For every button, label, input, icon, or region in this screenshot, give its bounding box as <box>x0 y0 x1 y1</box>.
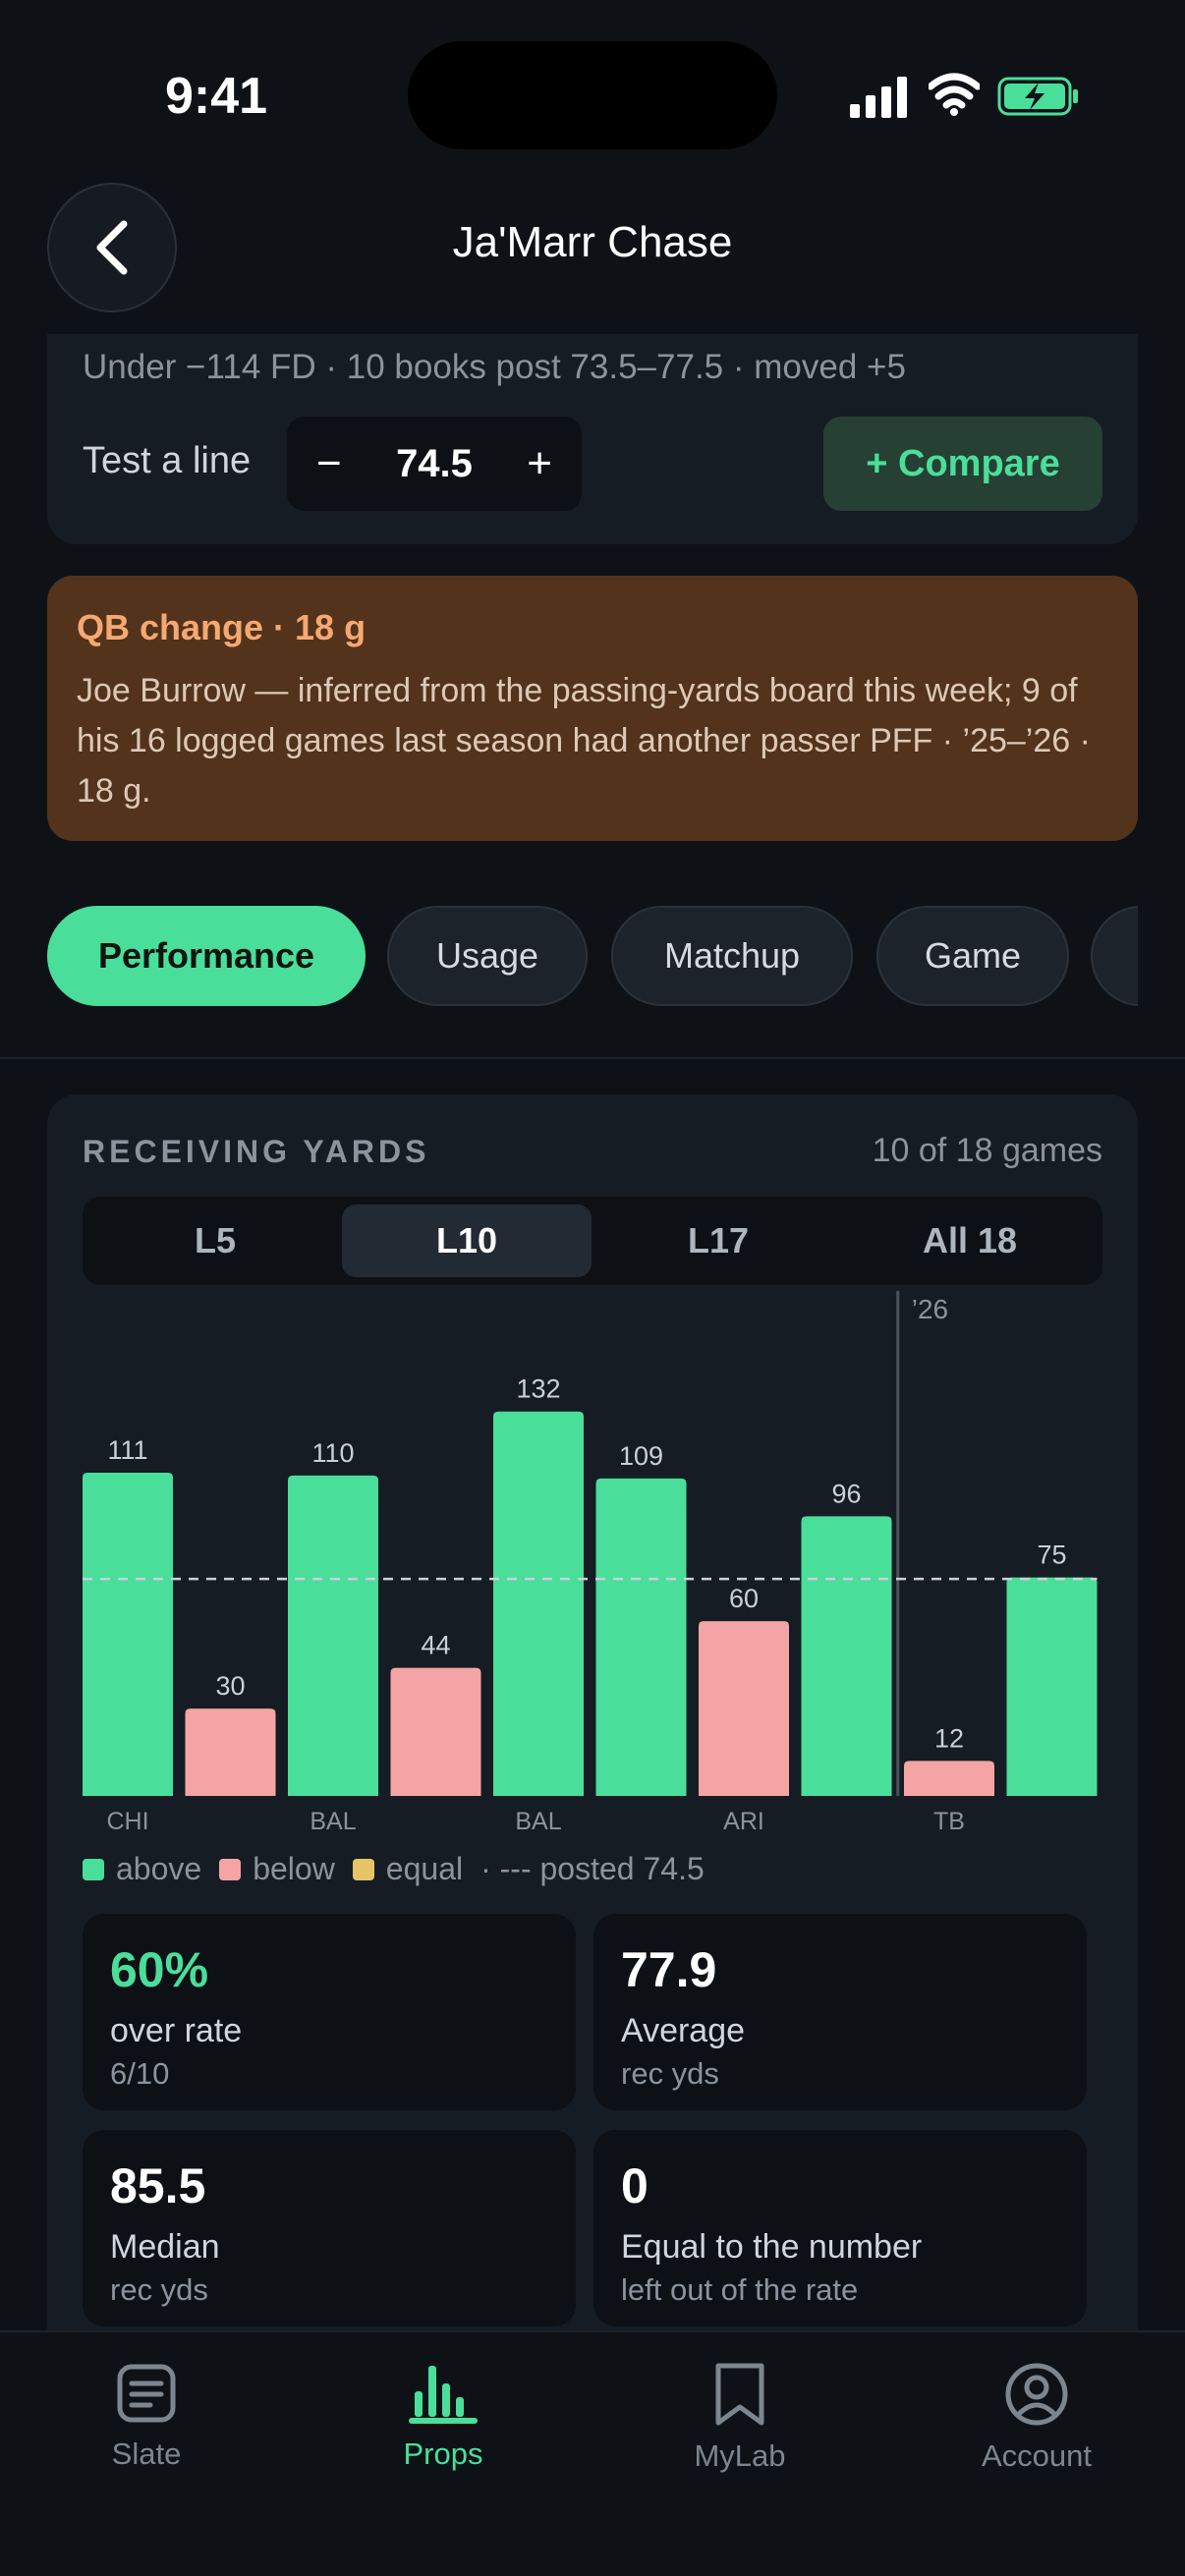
range-all[interactable]: All 18 <box>922 1220 1018 1260</box>
stat-sub: rec yds <box>621 2056 719 2091</box>
chart-bar <box>699 1621 789 1796</box>
x-tick-label: BAL <box>310 1808 356 1835</box>
test-line-label: Test a line <box>83 440 252 481</box>
nav-props[interactable]: Props <box>325 2362 561 2472</box>
stat-sub: 6/10 <box>110 2056 170 2091</box>
qb-change-alert: QB change · 18 g Joe Burrow — inferred f… <box>47 576 1138 841</box>
nav-label: Slate <box>111 2436 182 2471</box>
legend-below-swatch <box>219 1858 242 1880</box>
x-tick-label: TB <box>933 1808 965 1835</box>
user-circle-icon <box>1005 2363 1068 2426</box>
chart-bar <box>288 1475 378 1796</box>
legend-equal-swatch <box>352 1858 374 1880</box>
chart-bar <box>493 1411 584 1796</box>
stat-value: 60% <box>110 1942 209 1997</box>
stat-average: 77.9 Average rec yds <box>593 1914 1087 2110</box>
chart-bar <box>595 1478 687 1796</box>
line-stepper: − 74.5 + <box>287 417 582 511</box>
section-title: RECEIVING YARDS <box>83 1134 430 1169</box>
bar-value-label: 75 <box>1037 1540 1066 1570</box>
stat-value: 77.9 <box>621 1942 717 1997</box>
back-button[interactable] <box>47 183 177 312</box>
chart-bar <box>185 1708 276 1796</box>
x-tick-label: ARI <box>723 1808 764 1835</box>
bar-value-label: 44 <box>421 1631 450 1660</box>
chart-bar <box>83 1472 173 1796</box>
bookmark-icon <box>715 2363 764 2426</box>
wifi-icon <box>929 73 980 116</box>
tab-performance[interactable]: Performance <box>47 906 366 1006</box>
chart-bar <box>390 1667 481 1796</box>
range-l17[interactable]: L17 <box>687 1220 750 1260</box>
decrement-button[interactable]: − <box>316 439 342 487</box>
chevron-left-icon <box>96 220 128 275</box>
games-count: 10 of 18 games <box>872 1132 1102 1169</box>
bar-value-label: 96 <box>831 1479 861 1508</box>
bar-value-label: 110 <box>311 1438 354 1468</box>
line-value: 74.5 <box>396 441 473 485</box>
stat-over-rate: 60% over rate 6/10 <box>83 1914 576 2110</box>
bar-chart-icon <box>409 2366 478 2424</box>
status-time: 9:41 <box>165 68 268 125</box>
bar-value-label: 12 <box>934 1723 964 1753</box>
stat-label: Average <box>621 2012 746 2049</box>
bar-value-label: 60 <box>729 1584 759 1613</box>
bar-value-label: 132 <box>516 1374 560 1404</box>
bottom-nav: Slate Props MyLab Account <box>0 2330 1185 2576</box>
legend-equal: equal <box>385 1851 464 1886</box>
category-tabs: Performance Usage Matchup Game <box>47 906 1138 1006</box>
stat-equal: 0 Equal to the number left out of the ra… <box>593 2130 1087 2326</box>
receiving-yards-chart: ’26 111 CHI 30 110 BAL 44 132 BAL 109 60 ARI 96 12 TB 7… <box>83 1291 1098 1835</box>
section-divider <box>0 1057 1185 1059</box>
battery-icon <box>997 77 1078 116</box>
stat-label: Equal to the number <box>621 2228 923 2266</box>
receiving-yards-card: RECEIVING YARDS 10 of 18 games L5 L10 L1… <box>47 1094 1138 2372</box>
range-selector: L5 L10 L17 All 18 <box>83 1197 1102 1285</box>
tab-usage[interactable]: Usage <box>387 906 588 1006</box>
range-l5[interactable]: L5 <box>194 1220 236 1260</box>
tab-more[interactable] <box>1091 906 1138 1006</box>
dynamic-island <box>408 41 777 149</box>
bar-value-label: 30 <box>215 1671 245 1701</box>
x-tick-label: BAL <box>515 1808 561 1835</box>
chart-bar <box>904 1761 994 1796</box>
document-icon <box>117 2364 176 2423</box>
status-bar: 9:41 <box>0 0 1185 177</box>
nav-slate[interactable]: Slate <box>28 2362 264 2472</box>
season-marker-label: ’26 <box>912 1294 948 1324</box>
nav-label: Account <box>981 2438 1092 2473</box>
compare-button[interactable]: + Compare <box>823 417 1102 511</box>
cellular-signal-icon <box>850 77 907 118</box>
legend-above-swatch <box>83 1858 104 1880</box>
line-card: Under −114 FD · 10 books post 73.5–77.5 … <box>47 334 1138 544</box>
chart-bar <box>1006 1577 1098 1796</box>
bar-value-label: 109 <box>619 1441 663 1471</box>
nav-mylab[interactable]: MyLab <box>622 2362 858 2474</box>
stat-value: 85.5 <box>110 2158 206 2213</box>
tab-matchup[interactable]: Matchup <box>611 906 853 1006</box>
stat-label: over rate <box>110 2012 243 2049</box>
odds-summary: Under −114 FD · 10 books post 73.5–77.5 … <box>83 348 906 386</box>
legend-above: above <box>116 1851 202 1886</box>
legend-posted: · --- posted 74.5 <box>480 1851 705 1886</box>
nav-label: MyLab <box>694 2438 786 2473</box>
range-l10[interactable]: L10 <box>342 1204 592 1277</box>
alert-title: QB change · 18 g <box>77 607 367 647</box>
page-title: Ja'Marr Chase <box>452 218 733 266</box>
tab-game[interactable]: Game <box>876 906 1069 1006</box>
stat-sub: rec yds <box>110 2272 208 2307</box>
stat-label: Median <box>110 2228 220 2266</box>
increment-button[interactable]: + <box>527 439 552 487</box>
x-tick-label: CHI <box>106 1808 148 1835</box>
legend-below: below <box>253 1851 335 1886</box>
bar-value-label: 111 <box>107 1435 147 1465</box>
chart-legend: above below equal · --- posted 74.5 <box>83 1851 722 1887</box>
stat-sub: left out of the rate <box>621 2272 859 2307</box>
nav-account[interactable]: Account <box>919 2362 1155 2474</box>
chart-bar <box>801 1516 892 1796</box>
nav-label: Props <box>403 2436 483 2471</box>
alert-body: Joe Burrow — inferred from the passing-y… <box>77 672 1091 810</box>
stat-median: 85.5 Median rec yds <box>83 2130 576 2326</box>
stat-value: 0 <box>621 2158 649 2213</box>
